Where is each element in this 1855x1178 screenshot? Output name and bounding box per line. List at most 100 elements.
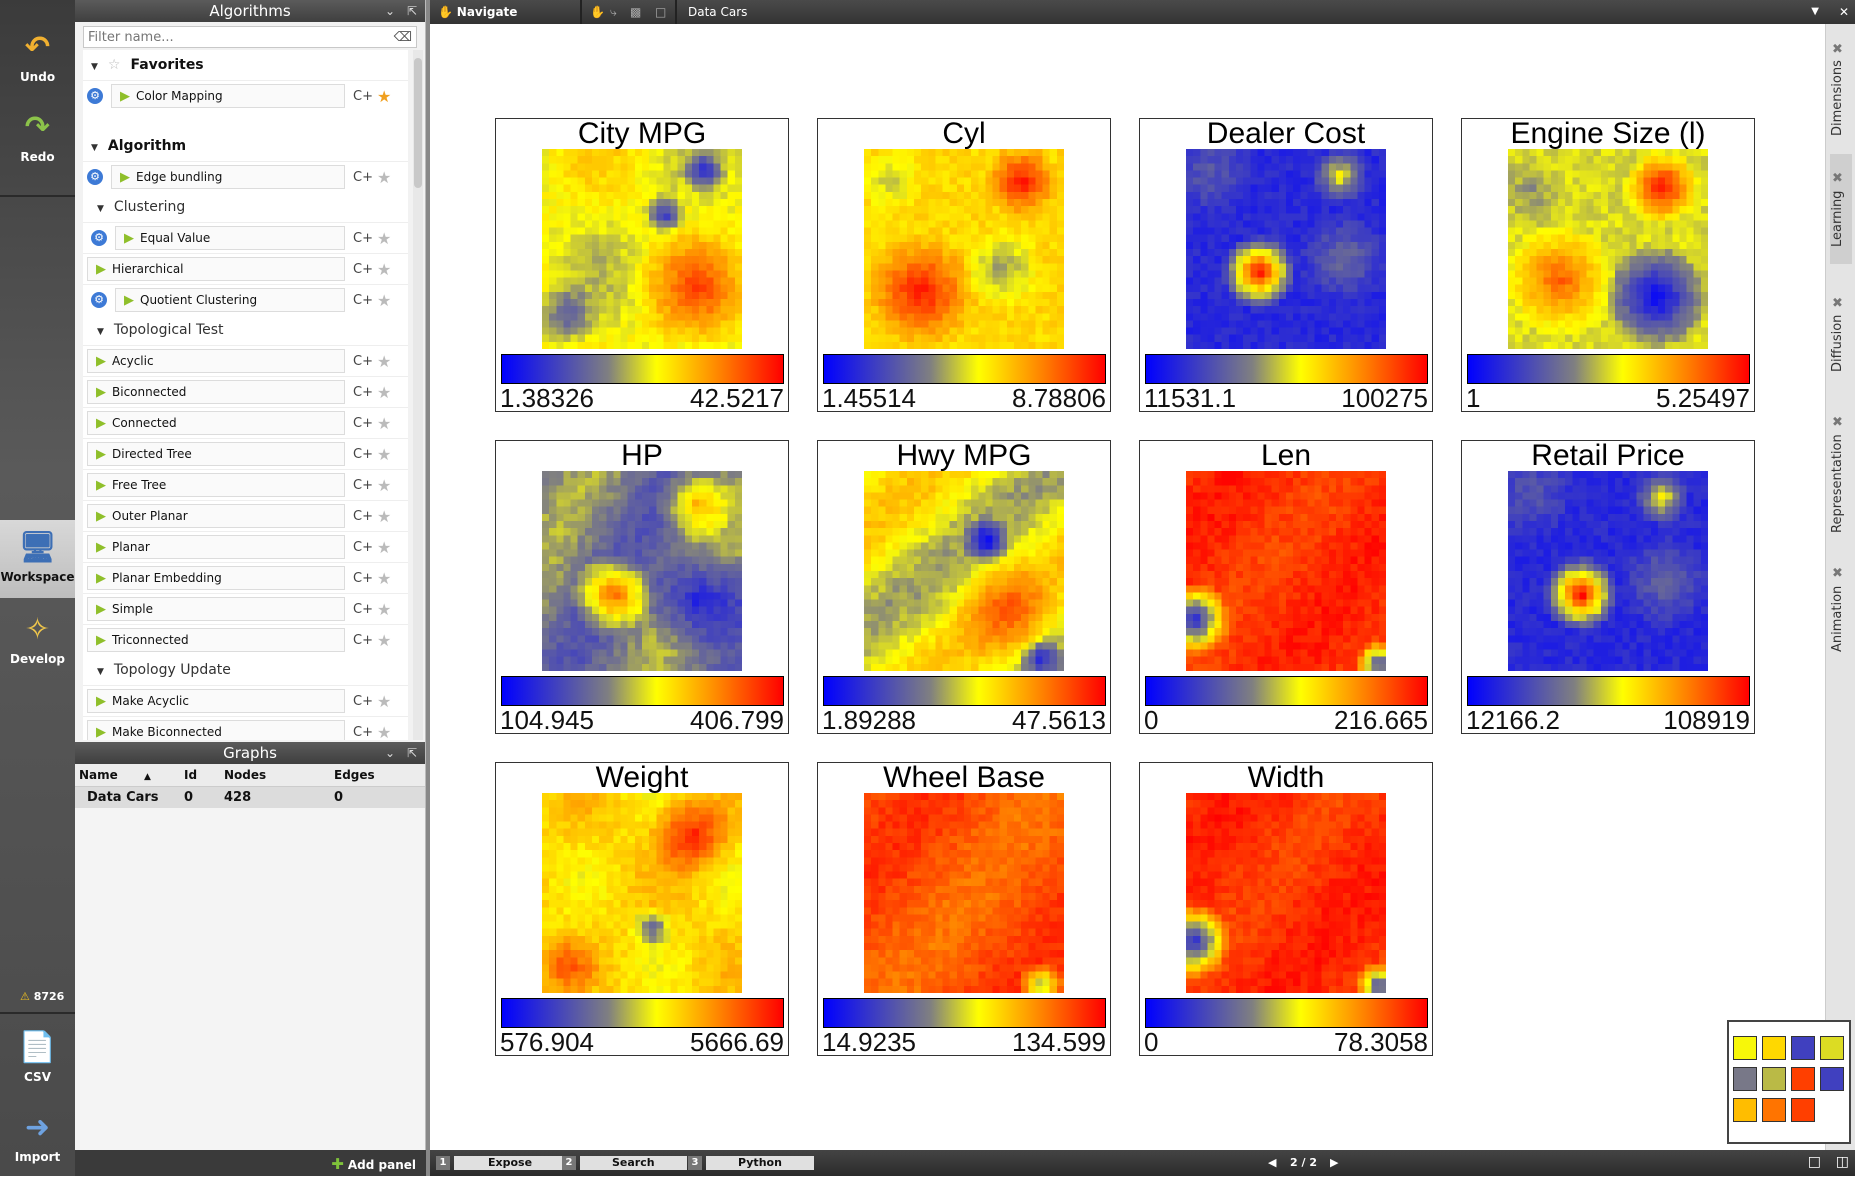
histogram-plot[interactable]: City MPG 1.38326 42.5217 [495,117,789,413]
add-to-script-icon[interactable]: C+ [353,415,373,431]
select-tool-icon[interactable]: ⤷ [610,5,617,19]
column-header-nodes[interactable]: Nodes [220,764,330,787]
undock-icon[interactable]: ⇱ [406,4,417,18]
favorite-star-icon[interactable]: ★ [377,228,392,248]
run-algorithm-button[interactable]: ▶ Color Mapping [111,84,345,108]
run-algorithm-button[interactable]: ▶ Make Biconnected [87,720,345,740]
favorite-star-icon[interactable]: ★ [377,599,392,619]
favorite-star-icon[interactable]: ★ [377,444,392,464]
add-to-script-icon[interactable]: C+ [353,88,373,104]
collapse-icon[interactable]: ⌄ [384,746,395,760]
run-algorithm-button[interactable]: ▶ Planar Embedding [87,566,345,590]
expand-triangle-icon[interactable]: ▼ [97,667,104,677]
run-algorithm-button[interactable]: ▶ Hierarchical [87,257,345,281]
small-multiples-view[interactable]: City MPG 1.38326 42.5217 Cyl 1.45514 8.78806 D… [430,24,1825,1150]
warning-counter[interactable]: ⚠ 8726 [20,990,65,1003]
run-algorithm-button[interactable]: ▶ Free Tree [87,473,345,497]
favorite-star-icon[interactable]: ★ [377,167,392,187]
run-algorithm-button[interactable]: ▶ Quotient Clustering [115,288,345,312]
add-to-script-icon[interactable]: C+ [353,384,373,400]
redo-button[interactable]: ↷ Redo [0,100,75,178]
run-algorithm-button[interactable]: ▶ Outer Planar [87,504,345,528]
column-header-edges[interactable]: Edges [330,764,425,787]
collapse-icon[interactable]: ⌄ [384,4,395,18]
clear-filter-icon[interactable]: ⌫ [393,29,412,45]
favorite-star-icon[interactable]: ★ [377,413,392,433]
column-header-id[interactable]: Id [180,764,220,787]
table-row[interactable]: Data Cars 0 428 0 [75,786,425,808]
add-to-script-icon[interactable]: C+ [353,601,373,617]
run-algorithm-button[interactable]: ▶ Planar [87,535,345,559]
panel-splitter[interactable] [426,0,430,1176]
favorite-star-icon[interactable]: ★ [377,630,392,650]
histogram-plot[interactable]: Hwy MPG 1.89288 47.5613 [817,439,1111,735]
run-algorithm-button[interactable]: ▶ Connected [87,411,345,435]
run-algorithm-button[interactable]: ▶ Directed Tree [87,442,345,466]
add-to-script-icon[interactable]: C+ [353,508,373,524]
run-algorithm-button[interactable]: ▶ Acyclic [87,349,345,373]
undo-button[interactable]: ↶ Undo [0,20,75,98]
workspace-button[interactable]: 🖥 Workspace [0,520,75,598]
run-algorithm-button[interactable]: ▶ Triconnected [87,628,345,652]
algorithm-section[interactable]: ▼ Algorithm [83,131,408,161]
settings-gear-icon[interactable]: ⚙ [91,292,107,308]
close-view-icon[interactable]: ✕ [1838,5,1849,19]
settings-gear-icon[interactable]: ⚙ [87,88,103,104]
favorite-star-icon[interactable]: ★ [377,722,392,741]
navigate-tool-icon[interactable]: ✋ [590,5,605,19]
expand-triangle-icon[interactable]: ▼ [97,327,104,337]
expand-triangle-icon[interactable]: ▼ [91,143,98,153]
undock-icon[interactable]: ⇱ [406,746,417,760]
histogram-plot[interactable]: Engine Size (l) 1 5.25497 [1461,117,1755,413]
column-header-name[interactable]: Name ▲ [75,764,180,787]
csv-button[interactable]: 📄 CSV [18,1030,57,1084]
window-icon[interactable]: □ [655,5,667,19]
add-to-script-icon[interactable]: C+ [353,353,373,369]
add-to-script-icon[interactable]: C+ [353,169,373,185]
histogram-plot[interactable]: Len 0 216.665 [1139,439,1433,735]
favorite-star-icon[interactable]: ★ [377,537,392,557]
run-algorithm-button[interactable]: ▶ Make Acyclic [87,689,345,713]
add-to-script-icon[interactable]: C+ [353,724,373,740]
favorite-star-icon[interactable]: ★ [377,475,392,495]
add-to-script-icon[interactable]: C+ [353,230,373,246]
add-to-script-icon[interactable]: C+ [353,477,373,493]
filter-input[interactable] [88,29,394,45]
favorite-star-icon[interactable]: ★ [377,86,392,106]
add-to-script-icon[interactable]: C+ [353,539,373,555]
favorite-star-icon[interactable]: ★ [377,290,392,310]
histogram-plot[interactable]: Dealer Cost 11531.1 100275 [1139,117,1433,413]
clustering-section[interactable]: ▼ Clustering [83,192,408,222]
expand-triangle-icon[interactable]: ▼ [97,204,104,214]
histogram-plot[interactable]: Cyl 1.45514 8.78806 [817,117,1111,413]
run-algorithm-button[interactable]: ▶ Equal Value [115,226,345,250]
settings-gear-icon[interactable]: ⚙ [91,230,107,246]
add-to-script-icon[interactable]: C+ [353,261,373,277]
view-menu-icon[interactable]: ▼ [1811,6,1819,17]
expand-triangle-icon[interactable]: ▼ [91,62,98,72]
favorite-star-icon[interactable]: ★ [377,382,392,402]
favorite-star-icon[interactable]: ★ [377,568,392,588]
rectangle-select-icon[interactable]: ▩ [630,5,642,19]
favorite-star-icon[interactable]: ★ [377,506,392,526]
algorithm-list-scrollbar[interactable] [413,50,423,740]
import-button[interactable]: ➜ Import [14,1110,61,1164]
favorite-star-icon[interactable]: ★ [377,351,392,371]
topological-test-section[interactable]: ▼ Topological Test [83,315,408,345]
topology-update-section[interactable]: ▼ Topology Update [83,655,408,685]
favorite-star-icon[interactable]: ★ [377,691,392,711]
favorite-star-icon[interactable]: ★ [377,259,392,279]
run-algorithm-button[interactable]: ▶ Simple [87,597,345,621]
add-to-script-icon[interactable]: C+ [353,693,373,709]
run-algorithm-button[interactable]: ▶ Biconnected [87,380,345,404]
histogram-plot[interactable]: HP 104.945 406.799 [495,439,789,735]
add-panel-button[interactable]: ✚ Add panel [331,1155,416,1173]
develop-button[interactable]: ✧ Develop [9,612,65,666]
add-to-script-icon[interactable]: C+ [353,292,373,308]
add-to-script-icon[interactable]: C+ [353,632,373,648]
run-algorithm-button[interactable]: ▶ Edge bundling [111,165,345,189]
settings-gear-icon[interactable]: ⚙ [87,169,103,185]
add-to-script-icon[interactable]: C+ [353,570,373,586]
favorites-section[interactable]: ▼ ☆ Favorites [83,50,408,80]
add-to-script-icon[interactable]: C+ [353,446,373,462]
